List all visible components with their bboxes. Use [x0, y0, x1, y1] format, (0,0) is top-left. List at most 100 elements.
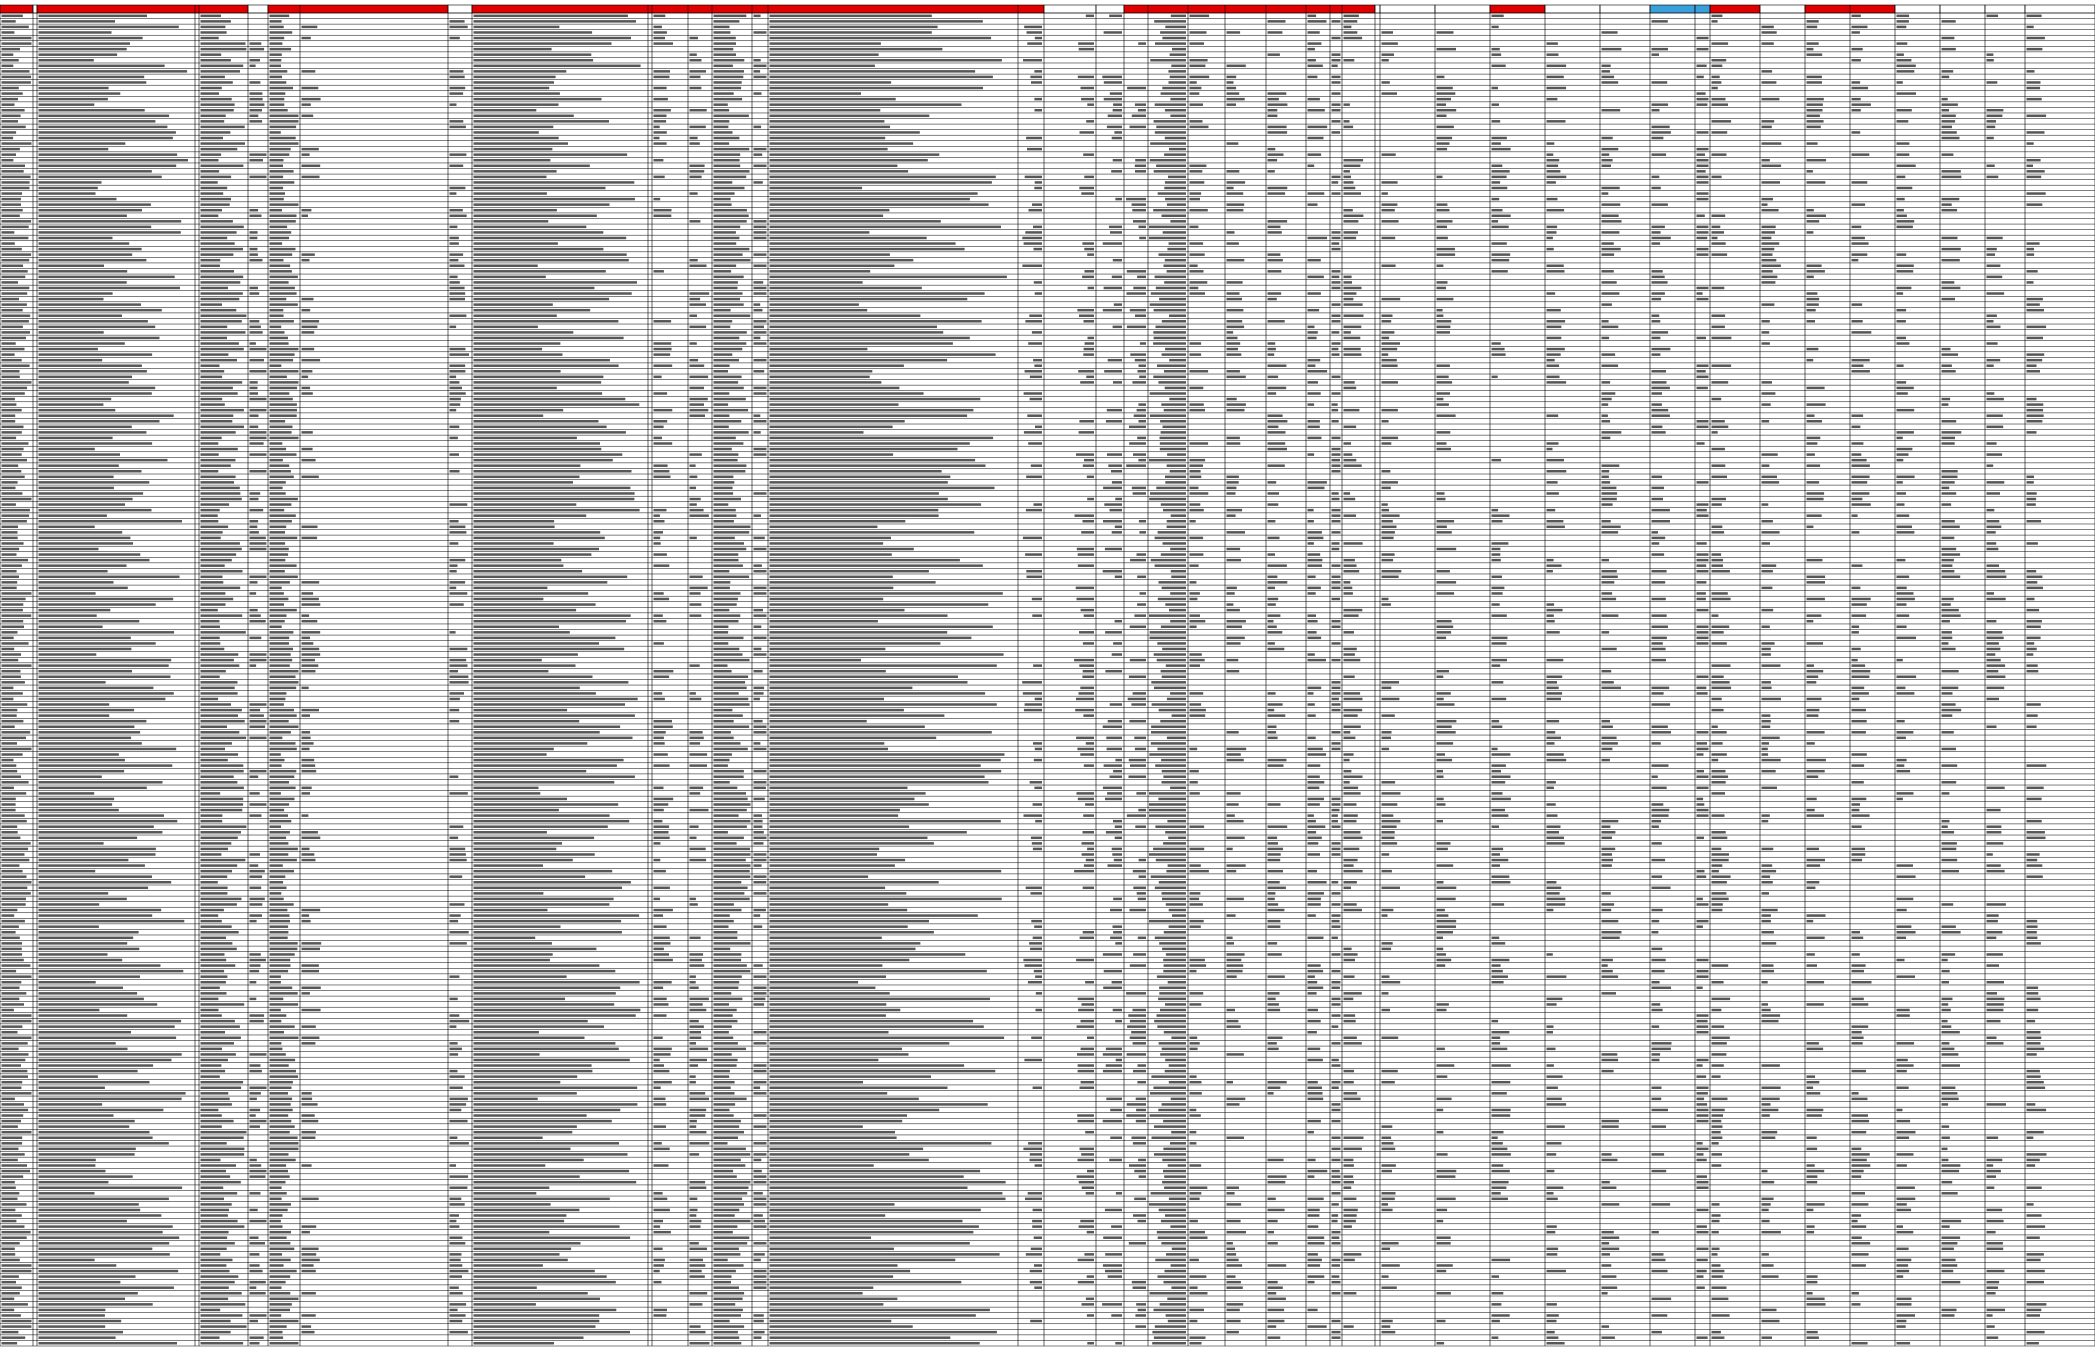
table-row[interactable]: [1, 20, 1956, 23]
table-row[interactable]: [1, 1169, 2001, 1173]
table-row[interactable]: [1, 1125, 1950, 1128]
table-row[interactable]: [1, 320, 1994, 323]
table-row[interactable]: [1, 619, 2042, 623]
table-row[interactable]: [1, 36, 2045, 40]
header-cell[interactable]: [1984, 4, 2026, 14]
table-row[interactable]: [1, 275, 2003, 279]
table-row[interactable]: [1, 980, 2005, 984]
table-row[interactable]: [1, 897, 1914, 901]
table-row[interactable]: [1, 925, 2038, 928]
table-row[interactable]: [1, 597, 2035, 601]
table-row[interactable]: [1, 1019, 2036, 1023]
table-row[interactable]: [1, 147, 1709, 151]
table-row[interactable]: [1, 420, 2043, 423]
table-row[interactable]: [1, 436, 1956, 440]
table-row[interactable]: [1, 1025, 1952, 1028]
table-row[interactable]: [1, 1080, 2044, 1084]
table-row[interactable]: [1, 958, 1948, 962]
table-row[interactable]: [1, 1130, 2044, 1134]
table-row[interactable]: [1, 270, 2038, 273]
table-row[interactable]: [1, 192, 2046, 195]
table-row[interactable]: [1, 814, 1870, 817]
table-row[interactable]: [1, 1086, 2046, 1090]
table-row[interactable]: [1, 347, 1951, 351]
table-row[interactable]: [1, 686, 2005, 690]
table-row[interactable]: [1, 1075, 2041, 1078]
table-row[interactable]: [1, 697, 2000, 701]
table-row[interactable]: [1, 336, 2044, 340]
table-row[interactable]: [1, 969, 1950, 973]
table-row[interactable]: [1, 425, 2004, 429]
table-row[interactable]: [1, 658, 2001, 662]
table-row[interactable]: [1, 569, 2037, 573]
table-row[interactable]: [1, 903, 2006, 906]
table-row[interactable]: [1, 1064, 1961, 1067]
table-row[interactable]: [1, 1119, 1911, 1123]
table-row[interactable]: [1, 519, 2042, 523]
table-row[interactable]: [1, 1142, 1719, 1145]
table-row[interactable]: [1, 886, 1816, 890]
table-row[interactable]: [1, 736, 1906, 740]
table-row[interactable]: [1, 608, 2040, 612]
table-row[interactable]: [1, 531, 1996, 534]
table-row[interactable]: [1, 614, 1961, 617]
table-row[interactable]: [1, 358, 2043, 362]
table-row[interactable]: [1, 725, 2037, 728]
table-row[interactable]: [1, 258, 1960, 262]
table-row[interactable]: [1, 742, 1815, 745]
table-row[interactable]: [1, 1003, 2004, 1006]
header-cell[interactable]: [1095, 4, 1125, 14]
table-row[interactable]: [1, 370, 2041, 373]
table-row[interactable]: [1, 592, 1995, 595]
table-row[interactable]: [1, 353, 2045, 356]
table-row[interactable]: [1, 125, 1996, 129]
table-row[interactable]: [1, 869, 2005, 873]
table-row[interactable]: [1, 1192, 1958, 1195]
table-row[interactable]: [1, 181, 1868, 184]
table-row[interactable]: [1, 1197, 1916, 1201]
table-row[interactable]: [1, 442, 1997, 445]
table-row[interactable]: [1, 253, 2035, 256]
table-row[interactable]: [1, 303, 2040, 306]
table-row[interactable]: [1, 964, 2000, 967]
table-row[interactable]: [1, 131, 2045, 134]
table-row[interactable]: [1, 636, 2041, 640]
table-row[interactable]: [1, 25, 2034, 29]
table-row[interactable]: [1, 1030, 2041, 1034]
table-row[interactable]: [1, 558, 1954, 562]
header-cell[interactable]: [1939, 4, 1986, 14]
table-row[interactable]: [1, 786, 2044, 790]
table-row[interactable]: [1, 992, 2039, 995]
table-row[interactable]: [1, 542, 2038, 545]
table-row[interactable]: [1, 1219, 2004, 1223]
table-row[interactable]: [1, 153, 1954, 156]
table-row[interactable]: [1, 575, 2043, 579]
header-cell[interactable]: [471, 4, 1045, 14]
table-row[interactable]: [1, 453, 2003, 456]
table-row[interactable]: [1, 464, 1994, 467]
table-row[interactable]: [1, 408, 2044, 412]
header-cell[interactable]: [36, 4, 249, 14]
table-row[interactable]: [1, 1058, 1908, 1062]
table-row[interactable]: [1, 114, 2047, 118]
table-row[interactable]: [1, 731, 1954, 734]
table-row[interactable]: [1, 603, 1951, 606]
table-row[interactable]: [1, 14, 2042, 18]
header-cell[interactable]: [247, 4, 269, 14]
table-row[interactable]: [1, 331, 1872, 334]
header-cell[interactable]: [1694, 4, 1711, 14]
table-row[interactable]: [1, 281, 2034, 284]
table-row[interactable]: [1, 1103, 2036, 1106]
header-cell[interactable]: [1379, 4, 1436, 14]
table-row[interactable]: [1, 764, 2047, 767]
table-row[interactable]: [1, 397, 2037, 401]
header-cell[interactable]: [1434, 4, 1491, 14]
table-row[interactable]: [1, 403, 2044, 406]
table-row[interactable]: [1, 1036, 2042, 1040]
header-cell[interactable]: [1544, 4, 1601, 14]
header-cell[interactable]: [1374, 4, 1381, 14]
header-cell[interactable]: [447, 4, 473, 14]
table-row[interactable]: [1, 853, 2040, 856]
table-row[interactable]: [1, 769, 1911, 773]
table-row[interactable]: [1, 953, 2003, 956]
